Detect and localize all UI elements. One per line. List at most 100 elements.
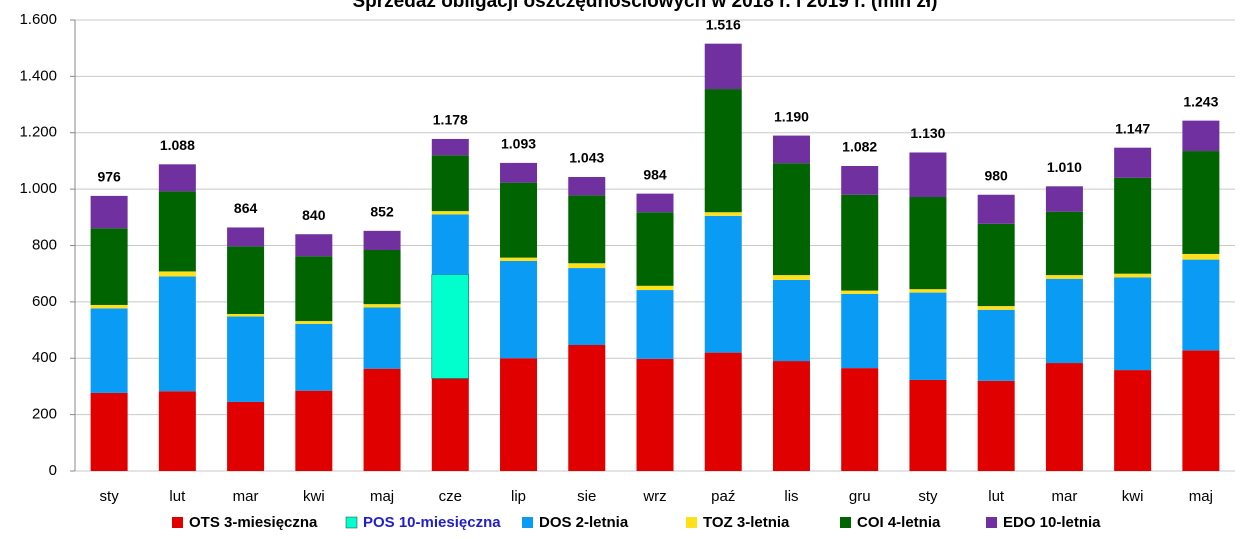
legend-swatch [986, 517, 997, 528]
bar-segment [1114, 147, 1152, 178]
bar-segment [90, 308, 128, 393]
bar-segment [1182, 253, 1220, 260]
bar-segment [841, 368, 879, 471]
bar-segment [1114, 277, 1152, 371]
bar-segment [977, 309, 1015, 381]
total-label: 1.147 [1115, 120, 1150, 136]
chart-title: Sprzedaż obligacji oszczędnościowych w 2… [353, 0, 938, 12]
x-tick-label: maj [1189, 488, 1213, 505]
bar-segment [431, 211, 469, 215]
y-tick-label: 1.000 [19, 180, 57, 197]
total-label: 1.082 [842, 139, 877, 155]
bar-segment [90, 304, 128, 309]
y-tick-label: 800 [32, 236, 57, 253]
total-label: 984 [643, 166, 667, 182]
bar-segment [1182, 350, 1220, 471]
bar-segment [500, 257, 538, 262]
bar-segment [90, 392, 128, 471]
x-tick-label: gru [849, 488, 871, 505]
bar-segment [704, 212, 742, 216]
legend-label: COI 4-letnia [857, 514, 941, 531]
bar-segment [977, 223, 1015, 307]
x-tick-label: mar [1051, 488, 1077, 505]
bar-segment [909, 289, 947, 293]
bar-segment [841, 290, 879, 294]
bar-segment [704, 43, 742, 90]
bar-segment [1114, 370, 1152, 471]
legend-swatch [345, 516, 358, 529]
legend-label: POS 10-miesięczna [363, 514, 501, 531]
bar-segment [977, 194, 1015, 224]
bar-segment [500, 261, 538, 359]
x-tick-label: lis [784, 488, 798, 505]
bar-segment [1182, 259, 1220, 351]
bar-segment [227, 246, 265, 314]
x-tick-label: kwi [303, 488, 325, 505]
x-tick-label: cze [439, 488, 462, 505]
bar-segment [568, 177, 606, 196]
x-tick-label: sie [577, 488, 596, 505]
y-tick-label: 200 [32, 406, 57, 423]
legend-swatch [686, 517, 697, 528]
bar-segment [295, 256, 333, 322]
bar-segment [158, 191, 196, 272]
legend-label: EDO 10-letnia [1003, 514, 1101, 531]
bar-segment [500, 358, 538, 471]
x-tick-label: wrz [642, 488, 666, 505]
bar-segment [1182, 120, 1220, 152]
bar-segment [295, 234, 333, 257]
legend-swatch [172, 517, 183, 528]
bar-segment [363, 250, 401, 305]
x-tick-label: paź [711, 488, 735, 505]
bar-segment [295, 321, 333, 324]
bar-segment [909, 292, 947, 380]
x-tick-label: maj [370, 488, 394, 505]
bar-segment [431, 138, 469, 156]
bar-segment [909, 197, 947, 290]
legend-label: DOS 2-letnia [539, 514, 629, 531]
bar-segment [704, 89, 742, 213]
bar-segment [158, 276, 196, 392]
bar-segment [363, 304, 401, 308]
total-label: 1.010 [1047, 159, 1082, 175]
bar-segment [363, 230, 401, 251]
bar-segment [909, 152, 947, 198]
x-tick-label: sty [100, 488, 120, 505]
bar-segment [1045, 186, 1083, 212]
legend-swatch [840, 517, 851, 528]
bar-segment [295, 323, 333, 391]
bar-segment [1045, 278, 1083, 364]
bar-segment [704, 352, 742, 471]
total-label: 1.243 [1183, 93, 1218, 109]
total-label: 1.130 [910, 125, 945, 141]
total-label: 1.516 [706, 16, 741, 32]
total-label: 1.093 [501, 136, 536, 152]
bar-segment [704, 215, 742, 353]
total-label: 1.088 [160, 137, 195, 153]
bar-segment [1045, 363, 1083, 471]
bar-segment [1182, 151, 1220, 254]
bar-segment [1114, 177, 1152, 274]
legend-label: OTS 3-miesięczna [189, 514, 318, 531]
x-tick-label: mar [233, 488, 259, 505]
bar-segment [772, 361, 810, 471]
bar-segment [636, 212, 674, 286]
bar-segment [568, 268, 606, 346]
bar-segment [841, 293, 879, 369]
bar-segment [1045, 211, 1083, 276]
legend-swatch [522, 517, 533, 528]
total-label: 864 [234, 200, 258, 216]
total-label: 1.178 [433, 112, 468, 128]
y-tick-label: 400 [32, 349, 57, 366]
bar-segment [431, 274, 470, 379]
bar-segment [772, 279, 810, 362]
legend-label: TOZ 3-letnia [703, 514, 790, 531]
bar-segment [1114, 273, 1152, 278]
x-tick-label: lut [988, 488, 1005, 505]
bar-segment [636, 290, 674, 359]
x-tick-label: lut [169, 488, 186, 505]
y-tick-label: 1.600 [19, 11, 57, 28]
bar-segment [841, 166, 879, 195]
total-label: 1.043 [569, 150, 604, 166]
